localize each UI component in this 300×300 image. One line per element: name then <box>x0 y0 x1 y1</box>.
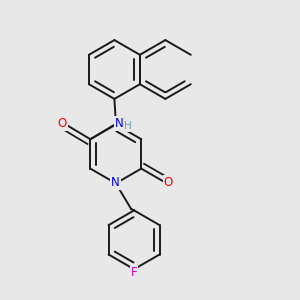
Text: F: F <box>131 266 137 279</box>
Text: O: O <box>164 176 173 189</box>
Text: H: H <box>124 122 132 131</box>
Text: N: N <box>115 117 124 130</box>
Text: O: O <box>58 117 67 130</box>
Text: N: N <box>111 176 120 189</box>
